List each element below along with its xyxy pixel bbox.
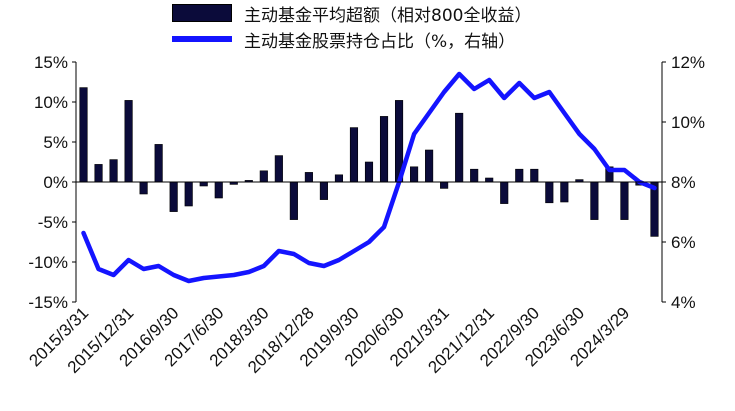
bar: [379, 116, 389, 183]
bar: [455, 112, 464, 183]
bar: [139, 181, 148, 195]
bar: [425, 149, 434, 183]
left-tick-label: 10%: [34, 93, 68, 112]
bar: [319, 181, 328, 200]
right-y-axis: 4% 6% 8% 10% 12%: [661, 53, 705, 312]
legend: 主动基金平均超额（相对800全收益） 主动基金股票持仓占比（%，右轴）: [172, 0, 602, 52]
legend-line-swatch: [172, 36, 232, 42]
bar: [364, 161, 374, 183]
bar: [304, 172, 313, 183]
right-tick-label: 10%: [671, 113, 705, 132]
bar: [545, 181, 554, 204]
bar: [334, 174, 344, 183]
bar-series: [79, 87, 659, 237]
bar: [214, 181, 223, 199]
left-y-axis: -15% -10% -5% 0% 5% 10% 15%: [28, 53, 77, 312]
right-tick-label: 8%: [671, 173, 696, 192]
bar: [184, 181, 193, 207]
right-tick-label: 12%: [671, 53, 705, 72]
left-tick-label: -5%: [38, 213, 68, 232]
bar: [410, 166, 419, 183]
bar: [560, 181, 569, 203]
line-path: [81, 71, 657, 284]
bar: [274, 155, 283, 183]
bar: [590, 181, 599, 220]
bar: [169, 181, 178, 212]
bar: [485, 177, 494, 183]
bar: [515, 168, 524, 183]
left-tick-label: 5%: [43, 133, 68, 152]
left-tick-label: -15%: [28, 293, 68, 312]
legend-bar-swatch: [172, 4, 232, 22]
bar: [500, 181, 509, 204]
right-tick-label: 4%: [671, 293, 696, 312]
legend-item-line: 主动基金股票持仓占比（%，右轴）: [172, 26, 602, 52]
line-series: [81, 71, 657, 284]
bar: [259, 170, 268, 183]
legend-line-label: 主动基金股票持仓占比（%，右轴）: [244, 31, 516, 52]
bar: [109, 159, 118, 183]
bar: [440, 181, 449, 189]
right-tick-label: 6%: [671, 233, 696, 252]
bar: [289, 181, 298, 220]
bar: [154, 144, 163, 183]
left-tick-label: -10%: [28, 253, 68, 272]
bar: [620, 181, 629, 220]
bar: [530, 168, 539, 183]
bar: [94, 164, 103, 183]
legend-bar-label: 主动基金平均超额（相对800全收益）: [244, 5, 532, 26]
left-tick-label: 0%: [43, 173, 68, 192]
bar: [199, 181, 208, 187]
x-axis: 2015/3/312015/12/312016/9/302017/6/30201…: [25, 181, 662, 377]
bar: [349, 127, 359, 183]
bar: [124, 100, 133, 183]
legend-item-bar: 主动基金平均超额（相对800全收益）: [172, 0, 602, 26]
left-tick-label: 15%: [34, 53, 68, 72]
bar: [79, 87, 88, 183]
bar: [470, 168, 479, 183]
